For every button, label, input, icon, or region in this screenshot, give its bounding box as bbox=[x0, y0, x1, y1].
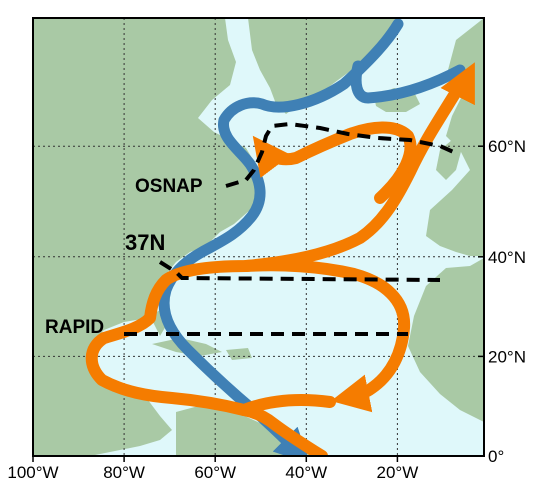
rapid-label: RAPID bbox=[45, 317, 104, 338]
axis-ticks bbox=[32, 145, 484, 462]
lon-label-80w: 80°W bbox=[103, 463, 145, 482]
lat-label-0: 0° bbox=[488, 447, 504, 466]
africa-landmass bbox=[408, 258, 484, 422]
gulf-stream-north-atlantic-current bbox=[85, 259, 411, 416]
observing-sections bbox=[124, 121, 459, 336]
lon-label-60w: 60°W bbox=[194, 463, 236, 482]
lon-label-40w: 40°W bbox=[285, 463, 327, 482]
longitude-labels: 100°W 80°W 60°W 40°W 20°W bbox=[7, 463, 418, 482]
osnap-section-line bbox=[225, 121, 459, 188]
37n-section-line bbox=[158, 260, 441, 282]
nordic-overflow-branch bbox=[350, 60, 466, 104]
greenland-landmass bbox=[248, 18, 398, 114]
37n-label: 37N bbox=[125, 230, 165, 255]
lat-label-60n: 60°N bbox=[488, 137, 526, 156]
latitude-labels: 60°N 40°N 20°N 0° bbox=[488, 137, 526, 466]
currents bbox=[85, 18, 475, 456]
british-isles-landmass bbox=[436, 140, 462, 180]
osnap-label: OSNAP bbox=[135, 176, 203, 197]
lon-label-20w: 20°W bbox=[377, 463, 419, 482]
deep-western-boundary-current bbox=[158, 18, 404, 456]
lon-label-100w: 100°W bbox=[7, 463, 58, 482]
lat-label-40n: 40°N bbox=[488, 248, 526, 267]
equatorial-inflow bbox=[238, 404, 328, 456]
map-frame bbox=[32, 17, 485, 457]
hispaniola-landmass bbox=[226, 348, 252, 360]
north-atlantic-drift bbox=[240, 62, 475, 272]
subpolar-gyre-loop bbox=[252, 121, 417, 204]
lat-label-20n: 20°N bbox=[488, 347, 526, 366]
